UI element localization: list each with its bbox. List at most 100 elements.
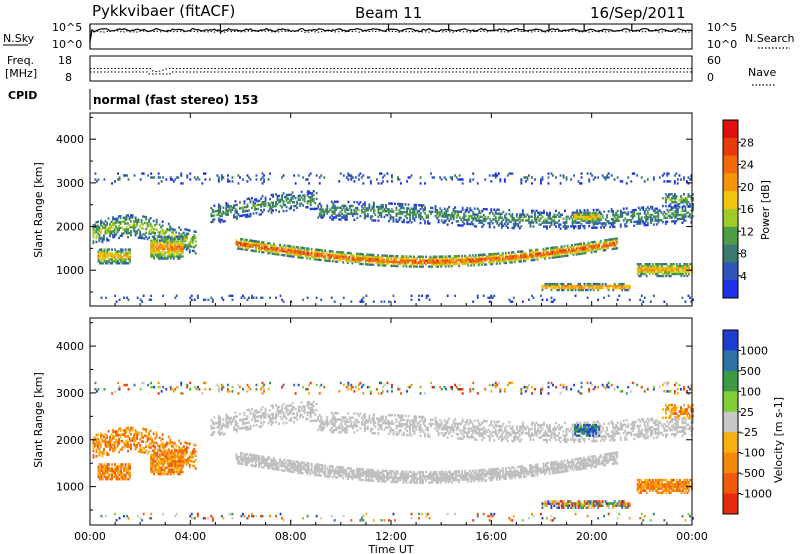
power-cell (271, 250, 274, 253)
velocity-cell (238, 455, 241, 459)
power-cell (356, 216, 359, 220)
power-cell (260, 197, 262, 200)
power-cell (454, 210, 457, 213)
power-cell (471, 258, 474, 261)
power-cell (590, 245, 593, 248)
velocity-cell (322, 470, 325, 473)
power-cell (428, 259, 430, 262)
power-cell (478, 209, 481, 212)
power-cell (569, 246, 572, 249)
power-cell (461, 178, 464, 181)
velocity-cell (355, 474, 358, 477)
power-cell (669, 216, 672, 219)
power-cell (334, 252, 337, 255)
power-cell (234, 211, 237, 215)
power-cell (363, 215, 366, 218)
nsky-panel-frame (89, 23, 693, 50)
velocity-cell (489, 470, 492, 473)
power-cell (511, 215, 514, 218)
velocity-cell (480, 475, 483, 478)
power-cell (261, 210, 264, 214)
power-cell (680, 178, 682, 181)
power-cell (332, 218, 335, 221)
power-cell (156, 241, 159, 244)
power-cell (388, 220, 390, 223)
power-cell (357, 252, 360, 256)
power-cell (583, 217, 585, 220)
power-cell (384, 254, 387, 257)
power-cell (148, 224, 151, 227)
power-cell (255, 242, 257, 245)
power-cell (424, 206, 426, 209)
power-cell (485, 263, 488, 266)
power-cell (253, 241, 256, 245)
power-cell (95, 234, 98, 238)
velocity-cell (429, 473, 432, 476)
power-cell (561, 284, 563, 288)
power-cell (501, 258, 504, 261)
power-cell (590, 217, 593, 220)
power-cell (163, 247, 166, 250)
power-cell (690, 199, 693, 202)
power-cell (520, 180, 523, 183)
power-cell (305, 178, 308, 181)
velocity-cell (483, 475, 486, 478)
velocity-cell (235, 457, 238, 461)
power-cell (553, 250, 555, 253)
power-cell (612, 217, 615, 221)
power-cell (114, 254, 116, 257)
power-cell (128, 232, 131, 235)
velocity-cell (456, 478, 459, 482)
velocity-cell (538, 467, 540, 470)
power-cell (564, 209, 566, 212)
power-cell (309, 253, 312, 256)
power-cell (433, 176, 435, 179)
power-cell (566, 254, 569, 257)
power-cell (332, 202, 335, 205)
power-cell (504, 255, 507, 259)
power-cell (663, 214, 666, 218)
power-cell (506, 222, 509, 226)
velocity-cell (372, 469, 375, 472)
power-cell (494, 258, 497, 261)
power-cell (480, 255, 483, 259)
power-cell (524, 255, 527, 259)
power-cell (497, 258, 500, 261)
power-cell (270, 201, 273, 204)
power-cell (263, 202, 265, 206)
power-cell (364, 255, 367, 258)
power-cell (509, 261, 512, 264)
power-cell (194, 230, 197, 233)
power-cell (306, 200, 309, 203)
power-cell (583, 209, 586, 212)
power-cell (499, 178, 502, 181)
power-cell (371, 205, 374, 208)
power-cell (150, 239, 153, 242)
power-cell (636, 270, 639, 274)
power-cell (360, 209, 363, 212)
power-cell (338, 206, 341, 209)
velocity-cell (358, 472, 361, 475)
power-cell (367, 255, 370, 258)
velocity-cell (289, 470, 292, 473)
power-cell (550, 296, 553, 299)
power-cell (367, 263, 370, 266)
power-cell (281, 176, 283, 179)
power-cell (543, 219, 545, 222)
velocity-cell (333, 471, 336, 475)
power-cell (258, 250, 260, 253)
velocity-cell (370, 475, 373, 478)
velocity-cell (273, 467, 275, 471)
power-cell (446, 261, 449, 264)
power-cell (386, 262, 388, 265)
power-cell (241, 246, 244, 249)
power-cell (353, 180, 356, 183)
power-cell (563, 245, 566, 248)
power-cell (437, 213, 440, 216)
velocity-cell (471, 475, 474, 479)
power-cell (267, 243, 269, 247)
power-cell (301, 246, 304, 250)
velocity-cell (419, 470, 421, 474)
power-cell (392, 260, 394, 264)
velocity-cell (358, 478, 361, 481)
